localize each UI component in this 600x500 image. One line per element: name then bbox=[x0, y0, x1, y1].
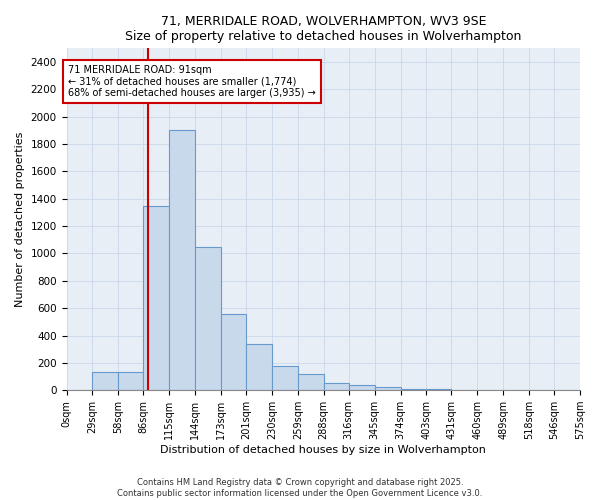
Bar bbox=[349, 385, 374, 390]
Bar bbox=[374, 388, 401, 390]
Bar bbox=[272, 366, 298, 390]
Title: 71, MERRIDALE ROAD, WOLVERHAMPTON, WV3 9SE
Size of property relative to detached: 71, MERRIDALE ROAD, WOLVERHAMPTON, WV3 9… bbox=[125, 15, 521, 43]
Bar bbox=[118, 372, 143, 390]
Y-axis label: Number of detached properties: Number of detached properties bbox=[15, 132, 25, 307]
Bar bbox=[246, 344, 272, 390]
Bar bbox=[195, 246, 221, 390]
Bar bbox=[401, 388, 427, 390]
Text: Contains HM Land Registry data © Crown copyright and database right 2025.
Contai: Contains HM Land Registry data © Crown c… bbox=[118, 478, 482, 498]
Bar bbox=[169, 130, 195, 390]
X-axis label: Distribution of detached houses by size in Wolverhampton: Distribution of detached houses by size … bbox=[160, 445, 486, 455]
Text: 71 MERRIDALE ROAD: 91sqm
← 31% of detached houses are smaller (1,774)
68% of sem: 71 MERRIDALE ROAD: 91sqm ← 31% of detach… bbox=[68, 64, 316, 98]
Bar bbox=[221, 314, 246, 390]
Bar bbox=[298, 374, 324, 390]
Bar bbox=[427, 389, 451, 390]
Bar bbox=[143, 206, 169, 390]
Bar bbox=[92, 372, 118, 390]
Bar bbox=[324, 382, 349, 390]
